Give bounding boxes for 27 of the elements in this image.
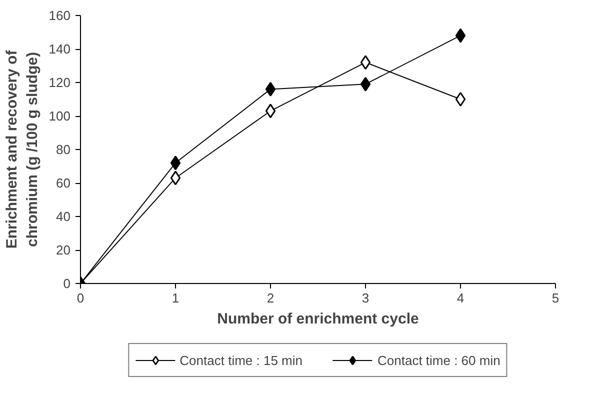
y-tick-label: 20 xyxy=(56,242,71,258)
point xyxy=(170,170,181,186)
x-tick-label: 5 xyxy=(552,290,560,306)
y-tick-label: 60 xyxy=(56,176,71,190)
y-tick-label: 160 xyxy=(48,8,71,23)
y-tick-label: 140 xyxy=(48,42,71,56)
point xyxy=(360,76,371,92)
legend-label: Contact time : 60 min xyxy=(378,352,500,368)
y-axis-title: Enrichment and recovery of chromium (g /100 g sludge) xyxy=(3,49,41,249)
x-axis-title: Number of enrichment cycle xyxy=(217,310,419,328)
x-tick-label: 3 xyxy=(362,290,370,306)
point xyxy=(170,156,181,170)
x-tick-label: 2 xyxy=(266,290,274,306)
point xyxy=(265,82,276,96)
y-tick-label: 0 xyxy=(63,276,71,291)
x-tick-label: 0 xyxy=(76,290,84,306)
x-tick-label: 1 xyxy=(172,290,180,306)
y-tick-label: 120 xyxy=(48,75,71,90)
y-tick-label: 40 xyxy=(56,209,71,224)
point xyxy=(455,28,466,43)
y-tick-label: 80 xyxy=(56,142,71,157)
x-tick-label: 4 xyxy=(456,290,464,306)
legend-label: Contact time : 15 min xyxy=(180,352,302,368)
y-tick-label: 100 xyxy=(48,108,71,124)
point xyxy=(265,104,276,118)
point xyxy=(455,92,466,106)
point xyxy=(360,55,371,70)
